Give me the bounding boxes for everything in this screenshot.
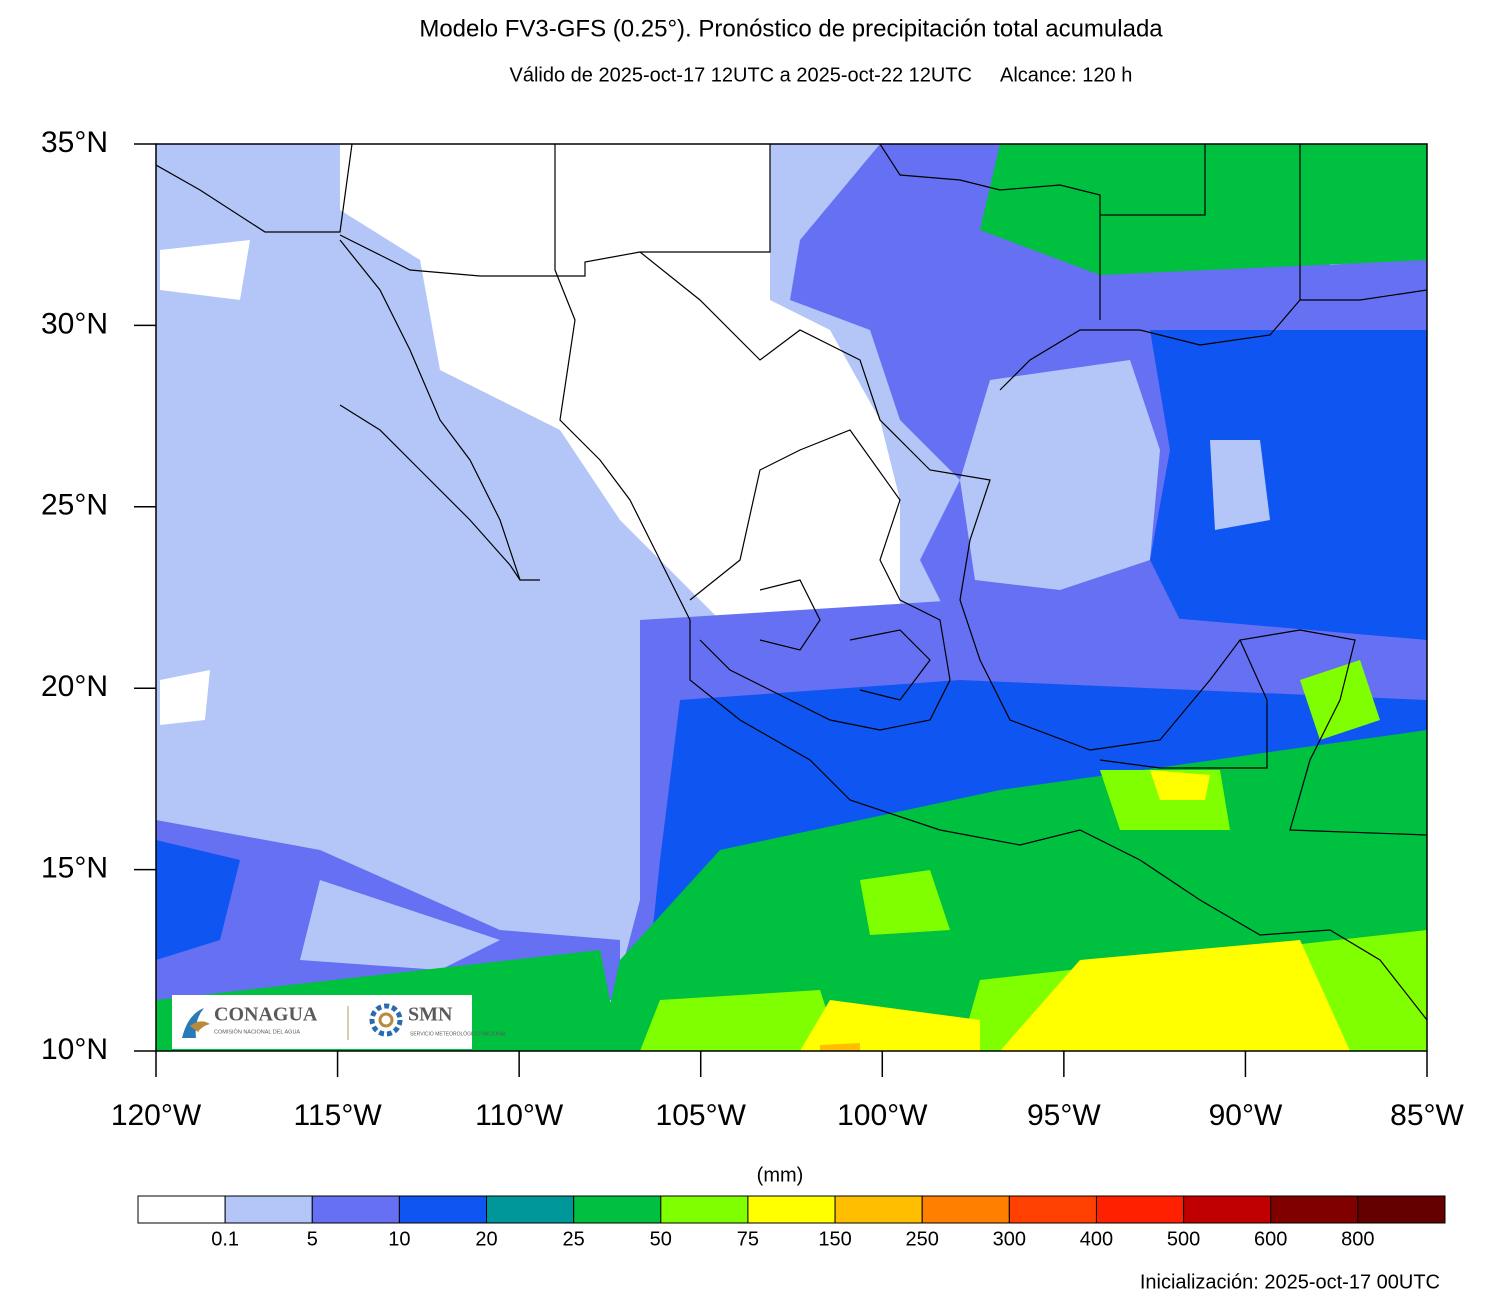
y-tick-label: 30°N [41, 307, 108, 340]
colorbar-box [137, 1195, 226, 1224]
colorbar-label: 800 [1341, 1228, 1374, 1250]
precip-region [1210, 440, 1270, 530]
colorbar: 0.1 5 10 20 25 50 75 150 250 300 400 500 600 800 [137, 1195, 1446, 1250]
precip-region [960, 360, 1160, 590]
conagua-icon-2 [190, 1021, 210, 1032]
forecast-range: Alcance: 120 h [1000, 64, 1132, 86]
colorbar-label: 500 [1167, 1228, 1200, 1250]
y-tick-label: 15°N [41, 852, 108, 885]
x-tick-label: 105°W [656, 1099, 747, 1132]
y-tick-label: 20°N [41, 670, 108, 703]
conagua-subtitle: COMISIÓN NACIONAL DEL AGUA [214, 1028, 300, 1035]
colorbar-box [398, 1195, 488, 1224]
x-tick-label: 85°W [1390, 1099, 1464, 1132]
subtitle: Válido de 2025-oct-17 12UTC a 2025-oct-2… [510, 64, 972, 86]
smn-subtitle: SERVICIO METEOROLÓGICO NACIONAL [410, 1030, 507, 1037]
x-tick-label: 95°W [1027, 1099, 1101, 1132]
map-frame [155, 143, 1428, 1052]
colorbar-box [1008, 1195, 1097, 1224]
colorbar-label: 75 [737, 1228, 759, 1250]
precip-region [340, 144, 900, 680]
conagua-name: CONAGUA [214, 1004, 318, 1026]
conagua-icon [182, 1008, 204, 1038]
y-tick-label: 35°N [41, 126, 108, 159]
colorbar-label: 5 [307, 1228, 318, 1250]
colorbar-box [1183, 1195, 1272, 1224]
colorbar-label: 25 [563, 1228, 585, 1250]
colorbar-label: 50 [650, 1228, 672, 1250]
smn-name: SMN [408, 1004, 453, 1026]
precip-region [820, 1043, 860, 1051]
colorbar-label: 600 [1254, 1228, 1287, 1250]
y-tick-label: 10°N [41, 1033, 108, 1066]
colorbar-box [660, 1195, 749, 1224]
precip-region [860, 870, 950, 935]
colorbar-box [1095, 1195, 1185, 1224]
colorbar-unit: (mm) [757, 1164, 804, 1186]
colorbar-box [1357, 1195, 1446, 1224]
y-tick-label: 25°N [41, 489, 108, 522]
colorbar-box [486, 1195, 575, 1224]
x-tick-label: 90°W [1209, 1099, 1283, 1132]
colorbar-label: 150 [818, 1228, 851, 1250]
colorbar-label: 20 [475, 1228, 497, 1250]
colorbar-label: 0.1 [211, 1228, 239, 1250]
precip-region [300, 880, 500, 970]
logo-box: CONAGUA COMISIÓN NACIONAL DEL AGUA SMN S… [172, 995, 507, 1049]
title: Modelo FV3-GFS (0.25°). Pronóstico de pr… [419, 15, 1163, 42]
colorbar-box [224, 1195, 313, 1224]
x-tick-label: 115°W [294, 1099, 383, 1132]
colorbar-label: 300 [993, 1228, 1026, 1250]
precipitation-map [156, 144, 1427, 1051]
x-tick-label: 100°W [837, 1099, 928, 1132]
precip-region [160, 240, 250, 300]
precip-region [800, 1000, 980, 1051]
x-tick-label: 110°W [475, 1099, 564, 1132]
precip-region [980, 144, 1427, 275]
precip-region [560, 144, 650, 210]
colorbar-box [573, 1195, 662, 1224]
colorbar-label: 250 [906, 1228, 939, 1250]
x-tick-label: 120°W [111, 1099, 202, 1132]
logo-background [172, 995, 472, 1049]
colorbar-box [834, 1195, 923, 1224]
precip-region [160, 670, 210, 725]
smn-icon-2 [378, 1012, 394, 1028]
borders [156, 144, 1427, 1021]
colorbar-box [1270, 1195, 1359, 1224]
colorbar-box [747, 1195, 836, 1224]
precip-region [1150, 330, 1427, 660]
precip-region [156, 840, 240, 960]
precip-region [640, 990, 840, 1051]
colorbar-box [311, 1195, 400, 1224]
colorbar-box [921, 1195, 1010, 1224]
colorbar-label: 10 [388, 1228, 410, 1250]
precip-region [1150, 770, 1210, 800]
precip-region [1000, 940, 1350, 1051]
smn-icon [369, 1003, 403, 1037]
footer: Inicialización: 2025-oct-17 00UTC [1140, 1271, 1440, 1293]
colorbar-label: 400 [1080, 1228, 1113, 1250]
